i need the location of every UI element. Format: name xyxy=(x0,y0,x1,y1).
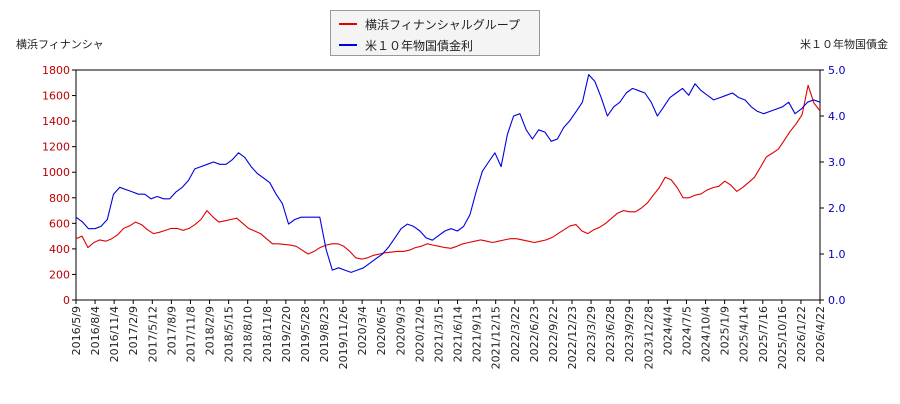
left-tick-label: 200 xyxy=(49,268,70,281)
x-tick-label: 2018/8/10 xyxy=(242,306,255,362)
x-tick-label: 2017/11/8 xyxy=(184,306,197,362)
x-tick-label: 2025/10/16 xyxy=(776,306,789,369)
x-tick-label: 2023/9/29 xyxy=(623,306,636,362)
right-tick-label: 3.0 xyxy=(828,156,846,169)
legend-label-yokohama: 横浜フィナンシャルグループ xyxy=(365,17,521,32)
left-tick-label: 1000 xyxy=(42,166,70,179)
x-tick-label: 2024/4/4 xyxy=(661,306,674,355)
x-tick-label: 2016/5/9 xyxy=(70,306,83,355)
x-tick-label: 2023/12/28 xyxy=(642,306,655,369)
x-tick-label: 2024/7/5 xyxy=(680,306,693,355)
x-tick-label: 2016/8/4 xyxy=(89,306,102,355)
x-tick-label: 2019/11/26 xyxy=(337,306,350,369)
legend-label-us10y: 米１０年物国債金利 xyxy=(365,38,474,53)
legend-swatch-red xyxy=(339,23,357,25)
x-tick-label: 2021/3/15 xyxy=(432,306,445,362)
left-axis-title: 横浜フィナンシャ xyxy=(16,38,104,51)
x-tick-label: 2018/5/15 xyxy=(223,306,236,362)
x-tick-label: 2023/6/28 xyxy=(604,306,617,362)
x-tick-label: 2025/4/14 xyxy=(738,306,751,362)
plot-frame xyxy=(75,69,821,301)
left-tick-label: 1600 xyxy=(42,90,70,103)
x-tick-label: 2018/2/9 xyxy=(204,306,217,355)
legend-item-yokohama: 横浜フィナンシャルグループ xyxy=(339,14,520,34)
x-tick-label: 2021/6/14 xyxy=(452,306,465,362)
x-tick-label: 2022/9/22 xyxy=(547,306,560,362)
right-tick-label: 2.0 xyxy=(828,202,846,215)
x-tick-label: 2020/9/3 xyxy=(394,306,407,355)
x-tick-label: 2022/3/22 xyxy=(509,306,522,362)
x-tick-label: 2026/4/22 xyxy=(814,306,827,362)
x-tick-label: 2017/8/9 xyxy=(165,306,178,355)
left-tick-label: 1200 xyxy=(42,141,70,154)
x-tick-label: 2018/11/8 xyxy=(261,306,274,362)
legend-item-us10y: 米１０年物国債金利 xyxy=(339,35,473,55)
left-tick-label: 800 xyxy=(49,192,70,205)
x-tick-label: 2025/7/16 xyxy=(757,306,770,362)
x-tick-label: 2020/6/5 xyxy=(375,306,388,355)
x-tick-label: 2016/11/4 xyxy=(108,306,121,362)
left-tick-label: 1800 xyxy=(42,64,70,77)
left-tick-label: 0 xyxy=(63,294,70,307)
x-tick-label: 2017/5/12 xyxy=(146,306,159,362)
x-tick-label: 2020/12/9 xyxy=(413,306,426,362)
x-tick-label: 2022/6/23 xyxy=(528,306,541,362)
x-tick-label: 2023/3/29 xyxy=(585,306,598,362)
legend: 横浜フィナンシャルグループ 米１０年物国債金利 xyxy=(330,10,540,56)
right-tick-label: 1.0 xyxy=(828,248,846,261)
x-tick-label: 2019/5/28 xyxy=(299,306,312,362)
right-axis-title: 米１０年物国債金 xyxy=(800,38,888,51)
legend-swatch-blue xyxy=(339,44,357,46)
right-tick-label: 5.0 xyxy=(828,64,846,77)
x-tick-label: 2026/1/22 xyxy=(795,306,808,362)
series-line-us10y xyxy=(75,74,821,273)
left-tick-label: 1400 xyxy=(42,115,70,128)
x-tick-label: 2020/3/4 xyxy=(356,306,369,355)
x-tick-label: 2017/2/9 xyxy=(127,306,140,355)
x-tick-label: 2019/2/20 xyxy=(280,306,293,362)
x-tick-label: 2022/12/23 xyxy=(566,306,579,369)
right-tick-label: 4.0 xyxy=(828,110,846,123)
x-tick-label: 2025/1/9 xyxy=(719,306,732,355)
x-tick-label: 2024/10/4 xyxy=(700,306,713,362)
x-tick-label: 2021/9/13 xyxy=(471,306,484,362)
x-tick-label: 2021/12/15 xyxy=(490,306,503,369)
right-tick-label: 0.0 xyxy=(828,294,846,307)
series-line-yokohama xyxy=(75,84,821,260)
left-tick-label: 600 xyxy=(49,217,70,230)
x-tick-label: 2019/8/23 xyxy=(318,306,331,362)
left-tick-label: 400 xyxy=(49,243,70,256)
